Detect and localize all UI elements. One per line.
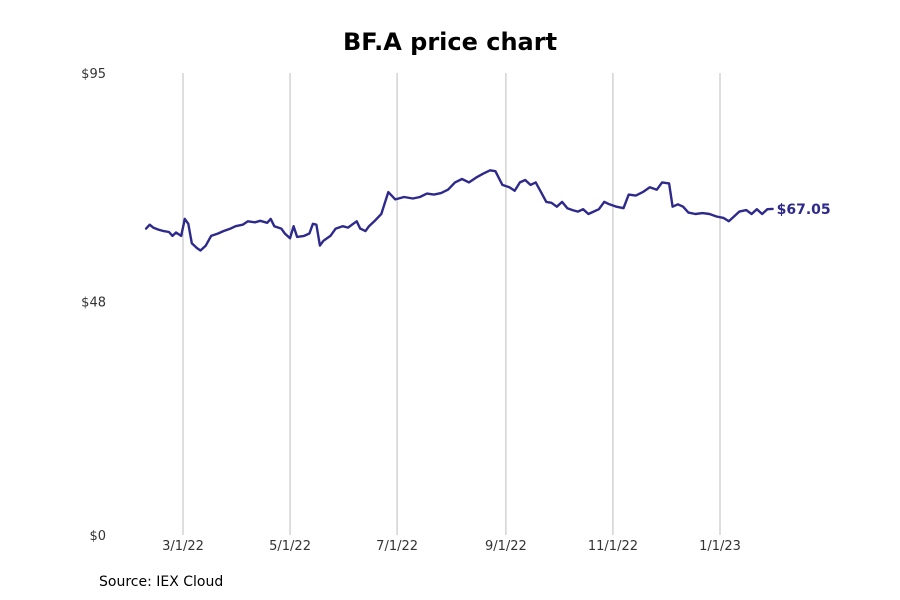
price-series-line	[144, 169, 774, 252]
y-tick-label: $95	[81, 67, 106, 82]
source-note: Source: IEX Cloud	[99, 574, 224, 590]
x-tick-label: 11/1/22	[588, 539, 638, 554]
y-tick-label: $0	[89, 529, 106, 544]
last-price-label: $67.05	[777, 202, 831, 218]
y-tick-label: $48	[81, 296, 106, 311]
x-tick-label: 5/1/22	[269, 539, 311, 554]
x-tick-label: 7/1/22	[376, 539, 418, 554]
x-tick-label: 9/1/22	[485, 539, 527, 554]
x-tick-label: 1/1/23	[699, 539, 741, 554]
chart-title: BF.A price chart	[342, 28, 558, 56]
x-tick-label: 3/1/22	[162, 539, 204, 554]
